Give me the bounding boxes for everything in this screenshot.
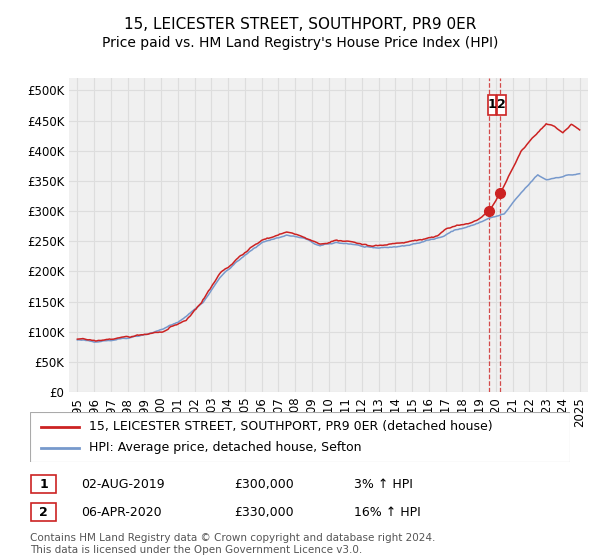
Text: 16% ↑ HPI: 16% ↑ HPI (354, 506, 421, 519)
Text: 15, LEICESTER STREET, SOUTHPORT, PR9 0ER (detached house): 15, LEICESTER STREET, SOUTHPORT, PR9 0ER… (89, 420, 493, 433)
Text: £330,000: £330,000 (234, 506, 293, 519)
Text: Price paid vs. HM Land Registry's House Price Index (HPI): Price paid vs. HM Land Registry's House … (102, 36, 498, 50)
Text: HPI: Average price, detached house, Sefton: HPI: Average price, detached house, Seft… (89, 441, 362, 454)
Text: 2: 2 (497, 99, 506, 111)
Text: 15, LEICESTER STREET, SOUTHPORT, PR9 0ER: 15, LEICESTER STREET, SOUTHPORT, PR9 0ER (124, 17, 476, 32)
FancyBboxPatch shape (31, 475, 56, 493)
Text: £300,000: £300,000 (234, 478, 294, 491)
Text: 06-APR-2020: 06-APR-2020 (81, 506, 161, 519)
FancyBboxPatch shape (31, 503, 56, 521)
Text: 3% ↑ HPI: 3% ↑ HPI (354, 478, 413, 491)
Text: 1: 1 (39, 478, 48, 491)
FancyBboxPatch shape (30, 412, 570, 462)
Text: Contains HM Land Registry data © Crown copyright and database right 2024.
This d: Contains HM Land Registry data © Crown c… (30, 533, 436, 555)
Text: 1: 1 (488, 99, 497, 111)
Text: 2: 2 (39, 506, 48, 519)
Text: 02-AUG-2019: 02-AUG-2019 (81, 478, 164, 491)
Bar (497, 95, 506, 115)
Bar (488, 95, 496, 115)
